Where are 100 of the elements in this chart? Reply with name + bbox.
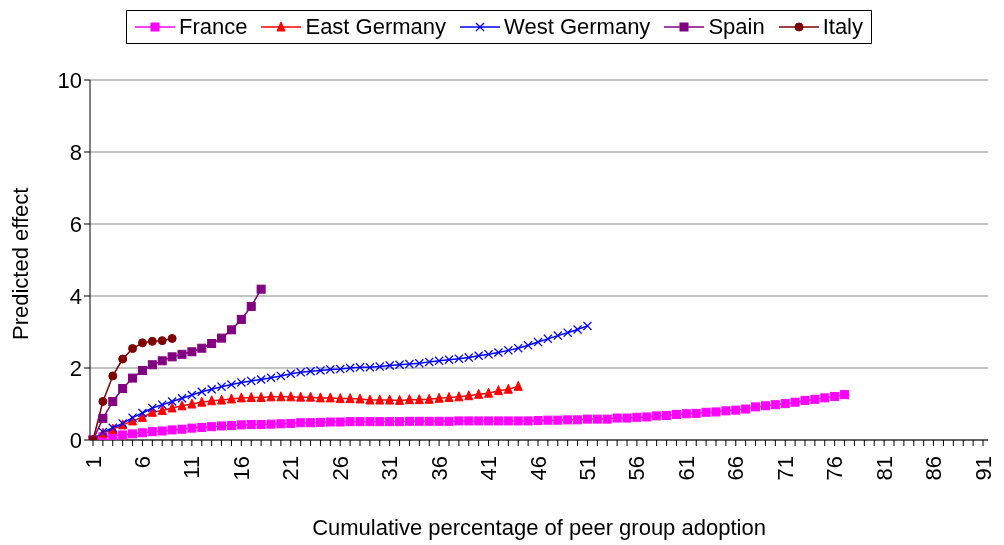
point [474, 388, 484, 399]
point [385, 394, 395, 405]
x-tick-label: 81 [871, 456, 897, 481]
point [187, 390, 197, 400]
x-tick-label: 16 [228, 456, 254, 481]
point [187, 347, 197, 357]
point [444, 392, 454, 403]
point [118, 384, 128, 394]
point [147, 403, 157, 413]
point [325, 392, 335, 403]
x-tick-label: 51 [575, 456, 601, 481]
point [217, 333, 227, 343]
point [345, 363, 355, 373]
point [167, 352, 177, 362]
y-tick-label: 4 [69, 283, 82, 309]
point [217, 394, 227, 405]
point [286, 391, 296, 402]
point [256, 375, 266, 385]
y-tick-label: 10 [57, 67, 82, 93]
x-tick-label: 36 [426, 456, 452, 481]
point [236, 392, 246, 403]
point [335, 364, 345, 374]
point [207, 395, 217, 406]
point [484, 387, 494, 398]
point [157, 404, 167, 415]
point [484, 349, 494, 359]
point [98, 396, 108, 406]
y-tick-label: 6 [69, 211, 82, 237]
point [266, 391, 276, 402]
point [395, 360, 405, 370]
point [236, 314, 246, 324]
y-axis-title: Predicted effect [7, 187, 33, 340]
point [306, 366, 316, 376]
x-tick-label: 91 [970, 456, 996, 481]
point [197, 396, 207, 407]
point [464, 390, 474, 401]
point [385, 360, 395, 370]
x-tick-label: 61 [673, 456, 699, 481]
y-tick-label: 8 [69, 139, 82, 165]
point [108, 371, 118, 381]
point [315, 392, 325, 403]
point [137, 366, 147, 376]
point [157, 356, 167, 366]
point [424, 393, 434, 404]
point [414, 394, 424, 405]
point [226, 325, 236, 335]
point [246, 376, 256, 386]
point [523, 340, 533, 350]
point [98, 413, 108, 423]
point [345, 393, 355, 404]
legend-label: France [178, 14, 248, 40]
x-tick-label: 31 [377, 456, 403, 481]
point [147, 336, 157, 346]
x-tick-label: 1 [80, 456, 106, 469]
legend-label: East Germany [305, 14, 447, 40]
point [207, 384, 217, 394]
x-tick-label: 46 [525, 456, 551, 481]
point [365, 394, 375, 405]
point [246, 301, 256, 311]
x-tick-label: 66 [723, 456, 749, 481]
point [177, 393, 187, 403]
point [444, 355, 454, 365]
point [375, 394, 385, 405]
point [404, 394, 414, 405]
point [434, 392, 444, 403]
x-tick-label: 26 [327, 456, 353, 481]
x-tick-label: 21 [278, 456, 304, 481]
point [355, 362, 365, 372]
x-tick-label: 6 [130, 456, 156, 469]
point [335, 393, 345, 404]
point [207, 339, 217, 349]
point [137, 338, 147, 348]
x-tick-label: 41 [476, 456, 502, 481]
point [137, 408, 147, 418]
point [493, 385, 503, 396]
point [118, 354, 128, 364]
point [256, 284, 266, 294]
point [108, 396, 118, 406]
point [266, 373, 276, 383]
point [296, 391, 306, 402]
point [503, 383, 513, 394]
point [167, 333, 177, 343]
y-tick-label: 2 [69, 355, 82, 381]
point [276, 391, 286, 402]
y-tick-label: 0 [69, 427, 82, 453]
point [226, 393, 236, 404]
legend-label: West Germany [504, 14, 651, 40]
point [256, 392, 266, 403]
point [167, 402, 177, 413]
point [157, 336, 167, 346]
point [375, 362, 385, 372]
point [177, 400, 187, 411]
point [553, 331, 563, 341]
x-axis-title: Cumulative percentage of peer group adoption [312, 515, 766, 540]
point [582, 321, 592, 331]
point [306, 391, 316, 402]
point [325, 364, 335, 374]
point [513, 380, 523, 391]
point [365, 362, 375, 372]
point [167, 396, 177, 406]
